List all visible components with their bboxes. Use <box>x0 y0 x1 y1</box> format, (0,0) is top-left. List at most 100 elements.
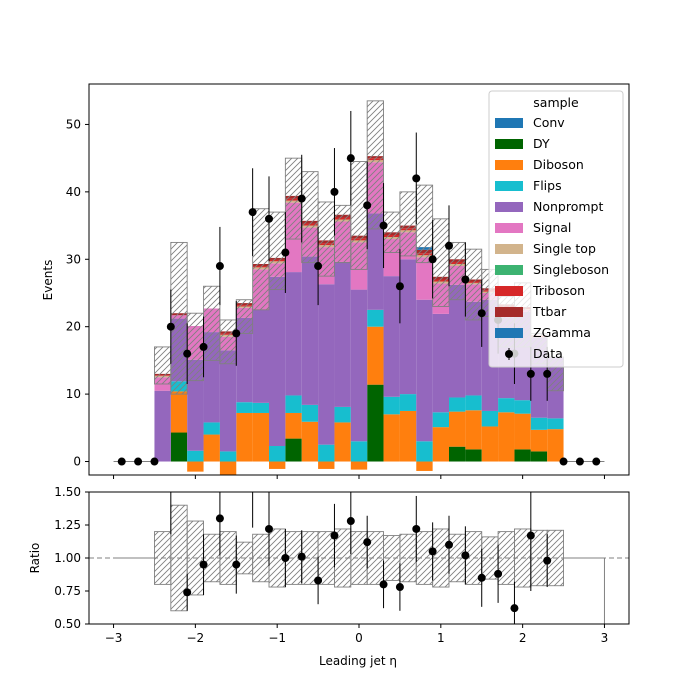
data-point <box>395 282 404 291</box>
bar-nonprompt <box>383 276 400 397</box>
data-point <box>428 255 437 264</box>
data-point <box>117 457 126 466</box>
bar-flips <box>383 396 400 415</box>
bar-nonprompt <box>219 350 237 452</box>
legend-label-zgamma: ZGamma <box>533 325 591 340</box>
x-tick-label: 3 <box>601 631 609 645</box>
data-point <box>363 201 372 210</box>
bar-diboson <box>170 391 188 433</box>
data-point <box>281 248 290 257</box>
bar-flips <box>350 441 368 462</box>
bar-flips <box>236 402 253 413</box>
data-point <box>412 174 421 183</box>
legend-label-dy: DY <box>533 136 550 151</box>
legend-label-ttbar: Ttbar <box>532 304 567 319</box>
ratio-point <box>412 524 421 533</box>
bar-diboson <box>514 413 531 450</box>
bar-nonprompt <box>416 299 433 442</box>
bar-dy <box>449 446 466 462</box>
bar-flips <box>547 418 564 430</box>
legend-swatch-nonprompt <box>495 202 523 212</box>
data-point <box>461 275 470 284</box>
data-point <box>297 194 306 203</box>
bar-diboson <box>547 429 564 462</box>
bar-diboson <box>285 412 302 439</box>
ratio-point <box>428 547 437 556</box>
data-point <box>543 369 552 378</box>
x-tick-label: 1 <box>437 631 445 645</box>
legend-swatch-ttbar <box>495 307 523 317</box>
uncertainty-band <box>154 346 172 385</box>
bar-diboson <box>383 414 400 462</box>
data-point <box>559 457 568 466</box>
x-tick-label: 0 <box>355 631 363 645</box>
ratio-panel: 0.50 0.75 1.00 1.25 1.50 −3 −2 −1 0 1 2 3 Ratio Lea… <box>28 485 630 668</box>
bar-dy <box>170 432 188 462</box>
ratio-point <box>232 560 241 569</box>
y-tick-label: 30 <box>66 252 81 266</box>
bar-flips <box>301 404 319 422</box>
bar-flips <box>416 441 433 462</box>
bar-flips <box>203 422 220 435</box>
legend-label-singleboson: Singleboson <box>533 262 609 277</box>
uncertainty-band <box>432 218 450 307</box>
legend-label-flips: Flips <box>533 178 562 193</box>
ratio-y-tick-label: 1.00 <box>54 551 81 565</box>
ratio-y-tick-label: 0.75 <box>54 584 81 598</box>
bar-diboson <box>465 410 482 450</box>
data-point <box>314 262 323 271</box>
uncertainty-band <box>464 248 483 321</box>
data-point <box>166 322 175 331</box>
bar-flips <box>530 417 548 430</box>
uncertainty-band <box>301 171 319 264</box>
bar-nonprompt <box>301 256 319 405</box>
bar-nonprompt <box>285 272 302 396</box>
bar-nonprompt <box>187 359 204 451</box>
y-axis-label-ratio: Ratio <box>28 543 42 574</box>
uncertainty-band <box>252 208 270 311</box>
bar-flips <box>449 397 466 412</box>
ratio-point <box>215 514 224 523</box>
data-point <box>232 329 241 338</box>
bar-nonprompt <box>350 289 368 442</box>
legend-swatch-zgamma <box>495 328 523 338</box>
legend-swatch-singleboson <box>495 265 523 275</box>
ratio-point <box>330 531 339 540</box>
bar-diboson <box>350 461 368 470</box>
legend-label-diboson: Diboson <box>533 157 584 172</box>
legend-label-conv: Conv <box>533 115 565 130</box>
legend-swatch-data <box>505 350 513 358</box>
y-tick-label: 0 <box>73 455 81 469</box>
bar-diboson <box>236 412 253 462</box>
data-point <box>134 457 143 466</box>
x-tick-label: −3 <box>105 631 123 645</box>
bar-flips <box>481 410 499 427</box>
y-axis-label-events: Events <box>41 260 55 301</box>
ratio-point <box>183 588 192 597</box>
bar-diboson <box>399 410 417 462</box>
bar-diboson <box>269 461 286 469</box>
bar-dy <box>514 449 531 462</box>
data-point <box>183 349 192 358</box>
data-point <box>445 241 453 250</box>
uncertainty-band <box>350 161 368 270</box>
bar-diboson <box>301 421 319 462</box>
bar-diboson <box>498 412 515 462</box>
bar-diboson <box>252 412 269 462</box>
ratio-point <box>281 554 290 562</box>
ratio-point <box>395 583 404 592</box>
bar-flips <box>334 406 351 423</box>
bar-nonprompt <box>334 261 351 407</box>
legend: sample Conv DY Diboson Flips Nonprompt Signal S… <box>488 90 624 368</box>
bar-flips <box>514 400 531 414</box>
bar-flips <box>219 451 237 462</box>
bar-nonprompt <box>367 213 384 310</box>
uncertainty-band <box>383 211 401 253</box>
legend-swatch-signal <box>495 223 523 233</box>
y-tick-label: 50 <box>66 117 81 131</box>
ratio-point <box>314 576 323 585</box>
data-point <box>330 187 339 196</box>
legend-swatch-flips <box>495 181 523 191</box>
ratio-point <box>363 538 372 547</box>
ratio-y-tick-label: 1.50 <box>54 485 81 499</box>
